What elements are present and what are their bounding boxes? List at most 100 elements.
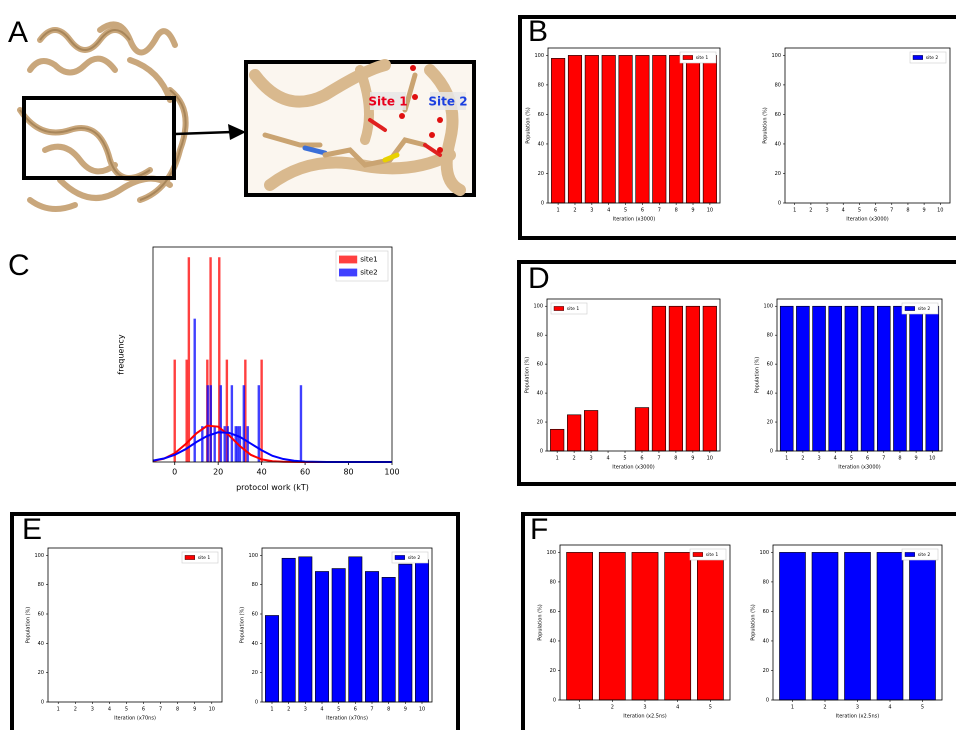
x-tick-label: 1 <box>57 707 60 713</box>
histogram-bar <box>230 385 234 462</box>
bar <box>298 556 313 703</box>
histogram-bar <box>257 385 261 462</box>
bar <box>398 563 413 703</box>
plot-frame <box>772 544 943 701</box>
x-axis-label: protocol work (kT) <box>236 483 309 492</box>
x-tick-label: 4 <box>888 705 891 711</box>
legend-label: site 1 <box>696 55 709 61</box>
y-tick-label: 60 <box>767 362 773 368</box>
y-tick-label: 60 <box>763 609 769 615</box>
y-tick-label: 80 <box>537 333 543 339</box>
bar <box>697 552 724 701</box>
bar <box>702 55 717 204</box>
legend-swatch <box>904 306 916 311</box>
bar <box>779 552 806 701</box>
x-tick-label: 5 <box>850 456 853 462</box>
y-tick-label: 80 <box>38 582 44 588</box>
x-tick-label: 8 <box>674 456 677 462</box>
x-tick-label: 8 <box>906 208 909 214</box>
x-tick-label: 1 <box>557 208 560 214</box>
y-tick-label: 20 <box>537 420 543 426</box>
plot-frame <box>776 298 943 452</box>
legend-box <box>679 51 717 64</box>
y-tick-label: 40 <box>252 641 258 647</box>
x-axis-label: Iteration (x70ns) <box>114 716 156 722</box>
x-tick-label: 10 <box>707 208 713 214</box>
x-tick-label: 7 <box>658 208 661 214</box>
legend-label: site 1 <box>706 552 719 558</box>
y-tick-label: 100 <box>763 304 773 310</box>
plot-frame <box>47 547 223 703</box>
bar <box>584 410 599 452</box>
x-tick-label: 7 <box>657 456 660 462</box>
legend-swatch <box>912 55 924 60</box>
histogram-bar <box>201 426 204 462</box>
bar <box>668 305 683 452</box>
y-tick-label: 40 <box>763 638 769 644</box>
x-tick-label: 3 <box>817 456 820 462</box>
y-tick-label: 20 <box>550 668 556 674</box>
legend-swatch <box>394 555 406 560</box>
y-tick-label: 40 <box>550 638 556 644</box>
x-tick-label: 2 <box>573 208 576 214</box>
x-tick-label: 1 <box>791 705 794 711</box>
bar <box>381 577 396 703</box>
y-tick-label: 40 <box>775 141 781 147</box>
x-tick-label: 10 <box>929 456 935 462</box>
bar <box>551 58 566 204</box>
x-tick-label: 5 <box>858 208 861 214</box>
y-tick-label: 60 <box>550 609 556 615</box>
y-tick-label: 60 <box>252 612 258 618</box>
x-tick-label: 3 <box>590 208 593 214</box>
x-axis-label: Iteration (x2.5ns) <box>623 714 666 720</box>
legend-swatch <box>184 555 196 560</box>
zoom-arrow <box>174 130 233 136</box>
y-tick-label: 80 <box>252 582 258 588</box>
x-tick-label: 1 <box>556 456 559 462</box>
x-tick-label: 20 <box>213 468 223 477</box>
x-tick-label: 1 <box>785 456 788 462</box>
x-tick-label: 2 <box>611 705 614 711</box>
histogram-bar <box>242 385 246 462</box>
x-tick-label: 9 <box>923 208 926 214</box>
y-tick-label: 0 <box>553 698 556 704</box>
bar <box>844 305 859 452</box>
legend-label: site 2 <box>926 55 939 61</box>
legend-swatch <box>904 552 916 557</box>
y-axis-label: Population (%) <box>763 107 769 144</box>
bar <box>651 305 667 452</box>
x-tick-label: 3 <box>304 707 307 713</box>
bar <box>584 55 599 204</box>
x-axis-label: Iteration (x70ns) <box>326 716 368 722</box>
histogram-bar <box>234 426 237 462</box>
bar <box>876 305 891 452</box>
x-tick-label: 9 <box>404 707 407 713</box>
x-axis-label: Iteration (x3000) <box>613 217 655 223</box>
legend-box <box>689 548 727 561</box>
bar <box>685 55 701 204</box>
bar <box>567 414 582 452</box>
x-tick-label: 2 <box>801 456 804 462</box>
panel-label: E <box>22 513 42 546</box>
x-tick-label: 80 <box>343 468 353 477</box>
bar <box>909 552 936 701</box>
y-axis-label: Population (%) <box>751 604 757 641</box>
bar <box>348 556 363 703</box>
x-tick-label: 9 <box>691 208 694 214</box>
plot-frame <box>261 547 433 703</box>
panel-label: A <box>8 16 28 49</box>
y-tick-label: 20 <box>538 171 544 177</box>
y-tick-label: 100 <box>533 304 543 310</box>
legend-label: site 1 <box>198 555 211 561</box>
y-tick-label: 60 <box>537 362 543 368</box>
y-axis-label: Population (%) <box>538 604 544 641</box>
y-tick-label: 40 <box>538 141 544 147</box>
x-tick-label: 4 <box>108 707 111 713</box>
zoom-region <box>22 96 176 180</box>
x-tick-label: 4 <box>676 705 679 711</box>
bar <box>601 55 616 204</box>
bar <box>669 55 684 204</box>
histogram-bar <box>185 359 188 462</box>
fit-curve <box>152 431 393 463</box>
